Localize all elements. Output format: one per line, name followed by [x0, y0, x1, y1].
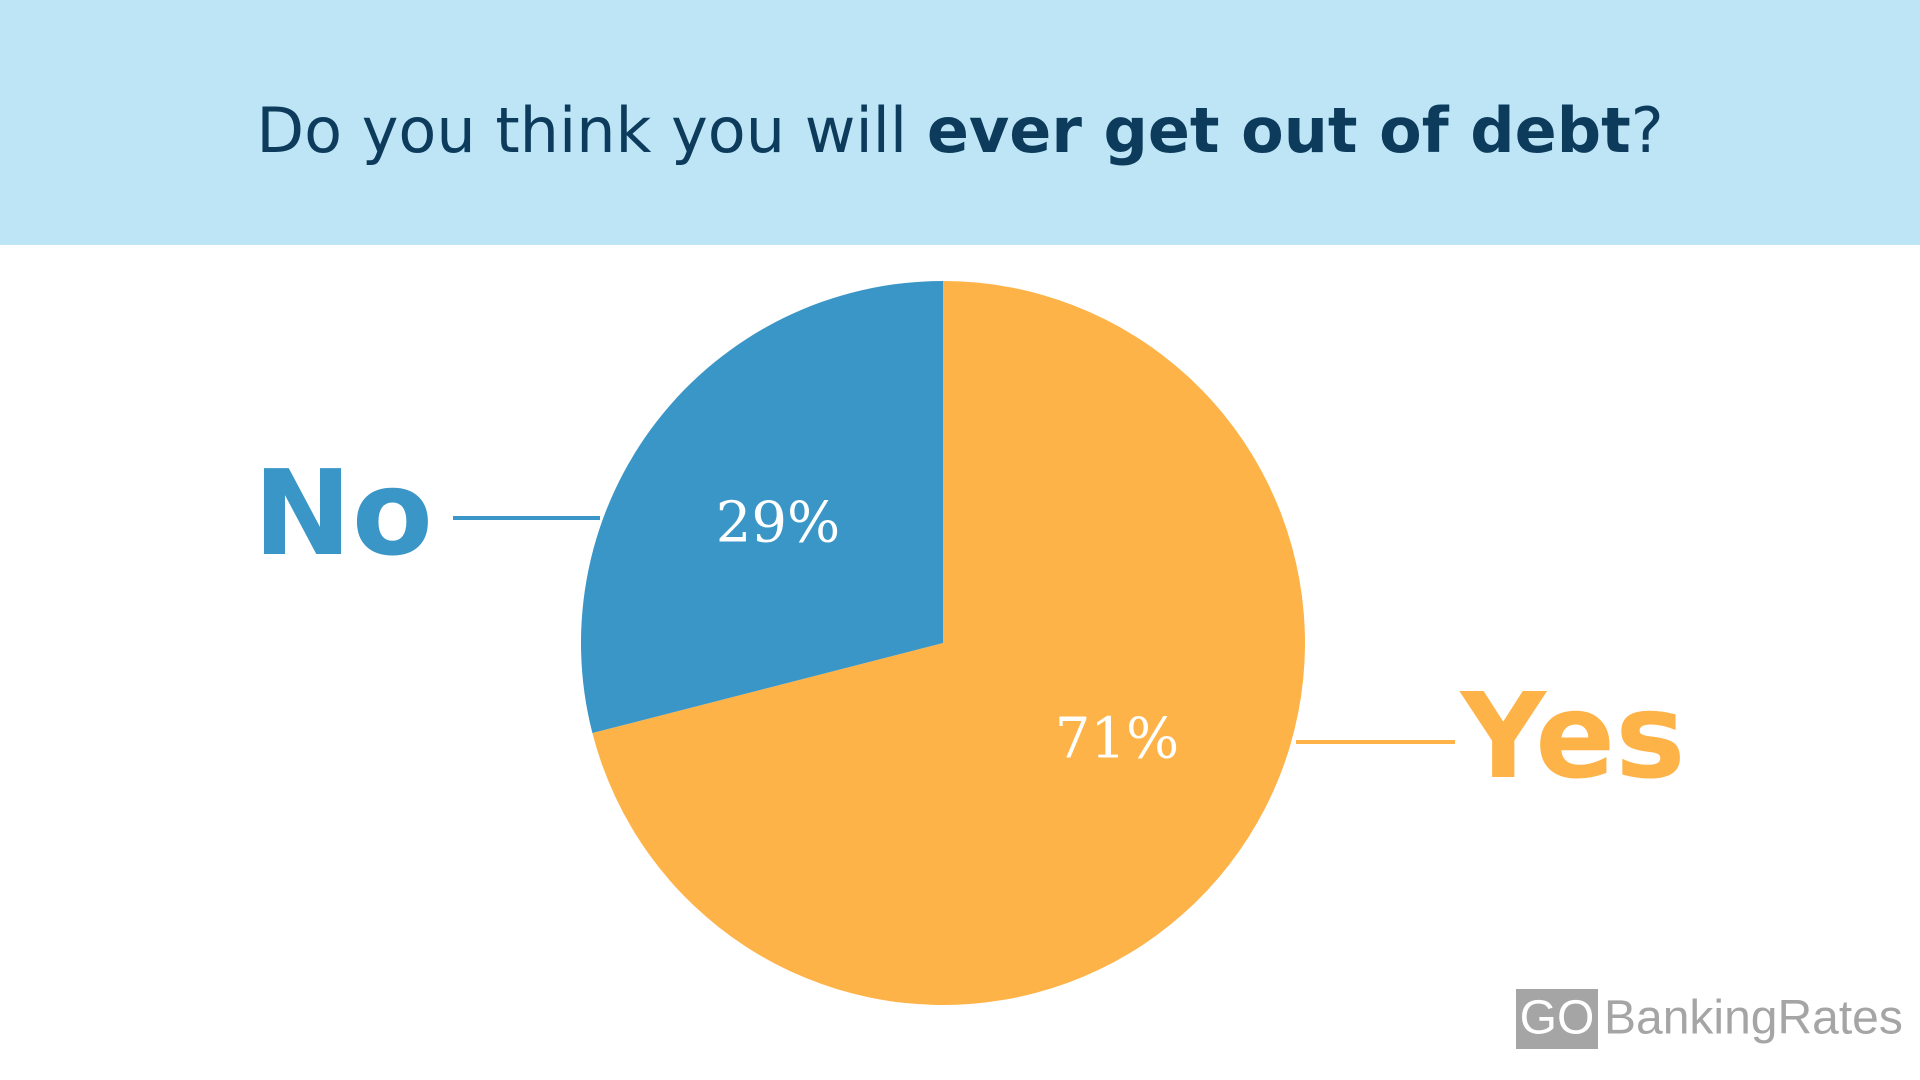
logo-text: BankingRates: [1604, 992, 1903, 1045]
logo-box: [1516, 989, 1598, 1049]
pie-slice: [592, 281, 1306, 1006]
header-band: [0, 0, 1920, 245]
chart-title: Do you think you will ever get out of de…: [256, 94, 1663, 167]
value-label: 71%: [1055, 707, 1179, 772]
title-part: Do you think you will: [256, 94, 926, 167]
category-label: No: [253, 444, 433, 582]
pie-slice: [581, 281, 943, 734]
title-part-bold: ever get out of debt: [927, 94, 1631, 167]
category-label: Yes: [1459, 667, 1686, 805]
logo-box-text: GO: [1520, 992, 1595, 1045]
value-label: 29%: [716, 491, 840, 556]
title-part: ?: [1631, 94, 1664, 167]
